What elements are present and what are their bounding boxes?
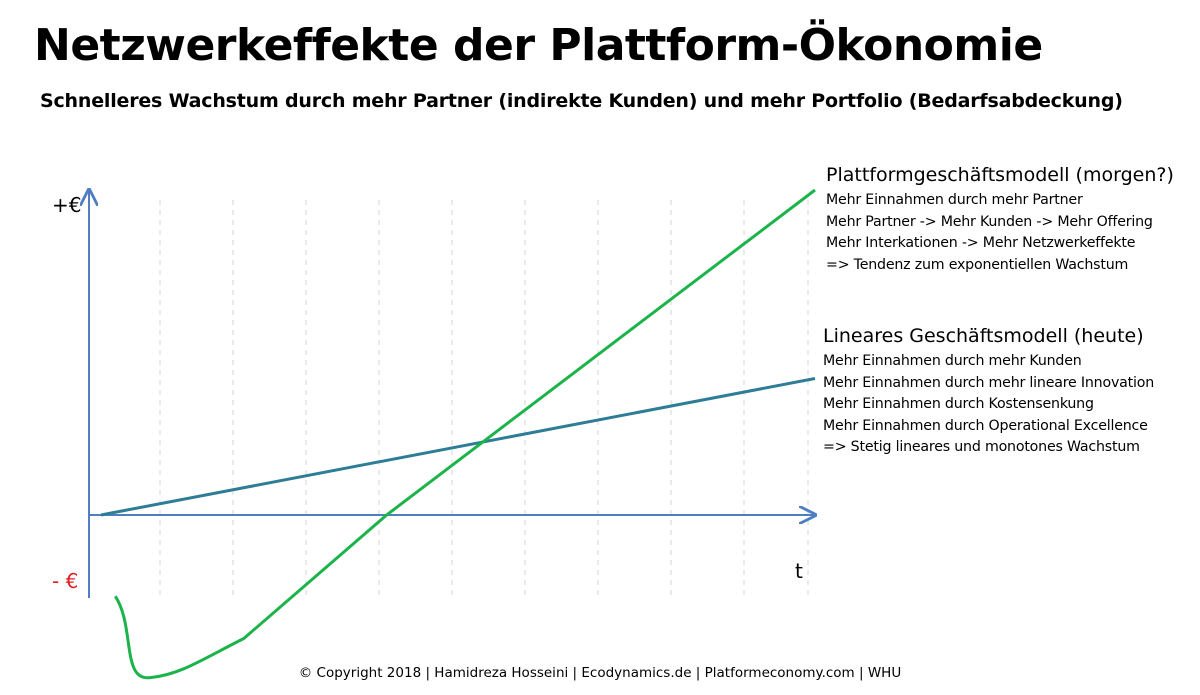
grid-lines bbox=[159, 200, 809, 598]
linear-line-4: Mehr Einnahmen durch Operational Excelle… bbox=[823, 417, 1148, 434]
y-axis-bottom-label: - € bbox=[52, 569, 78, 593]
platform-annotation: Plattformgeschäftsmodell (morgen?) Mehr … bbox=[826, 164, 1174, 276]
x-axis-label: t bbox=[795, 559, 803, 583]
chart-subtitle: Schnelleres Wachstum durch mehr Partner … bbox=[40, 90, 1123, 112]
linear-annotation: Lineares Geschäftsmodell (heute) Mehr Ei… bbox=[823, 325, 1154, 459]
linear-line-5: => Stetig lineares und monotones Wachstu… bbox=[823, 439, 1140, 456]
linear-line-3: Mehr Einnahmen durch Kostensenkung bbox=[823, 396, 1094, 413]
platform-line-4: => Tendenz zum exponentiellen Wachstum bbox=[826, 256, 1129, 273]
series-line-linear bbox=[100, 377, 816, 517]
linear-line-2: Mehr Einnahmen durch mehr lineare Innova… bbox=[823, 374, 1155, 391]
linear-heading: Lineares Geschäftsmodell (heute) bbox=[823, 325, 1144, 347]
platform-line-2: Mehr Partner -> Mehr Kunden -> Mehr Offe… bbox=[826, 213, 1153, 230]
y-axis-top-label: +€ bbox=[52, 193, 81, 217]
platform-heading: Plattformgeschäftsmodell (morgen?) bbox=[826, 164, 1174, 186]
copyright-footer: © Copyright 2018 | Hamidreza Hosseini | … bbox=[298, 665, 902, 681]
linear-line-1: Mehr Einnahmen durch mehr Kunden bbox=[823, 353, 1082, 369]
series-line-platform bbox=[114, 188, 816, 680]
platform-line-1: Mehr Einnahmen durch mehr Partner bbox=[826, 192, 1083, 208]
platform-line-3: Mehr Interkationen -> Mehr Netzwerkeffek… bbox=[826, 235, 1136, 252]
chart-title: Netzwerkeffekte der Plattform-Ökonomie bbox=[34, 20, 1043, 71]
